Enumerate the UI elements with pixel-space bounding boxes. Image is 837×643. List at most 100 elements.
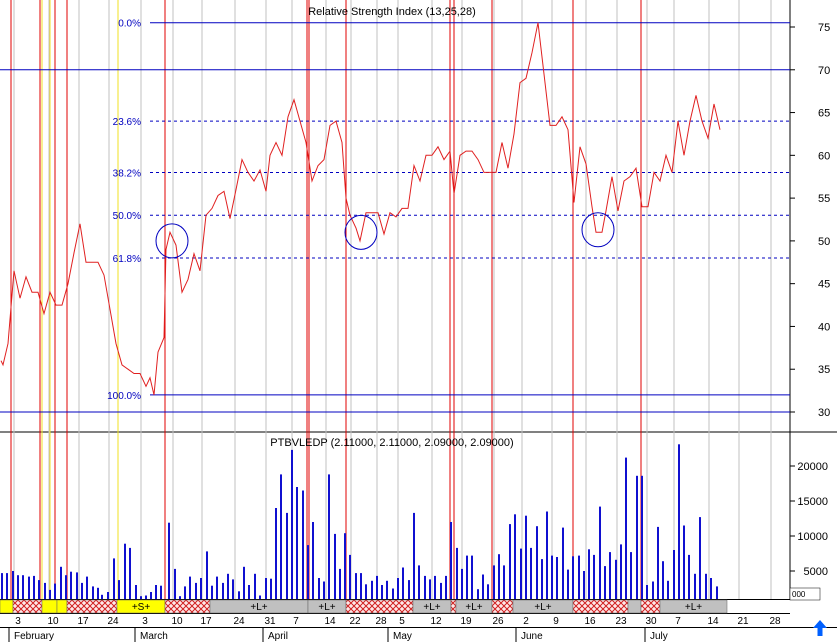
volume-bar [641, 475, 643, 599]
volume-bar [339, 568, 341, 599]
volume-bar [113, 558, 115, 599]
volume-bar [588, 549, 590, 599]
volume-bar [101, 594, 103, 599]
day-tick-label: 10 [47, 616, 59, 627]
volume-bar [445, 575, 447, 599]
day-tick-label: 12 [430, 616, 442, 627]
annotation-ellipse [155, 223, 189, 259]
volume-bar [556, 557, 558, 599]
day-tick-label: 26 [492, 616, 504, 627]
volume-bar [76, 572, 78, 599]
fib-level-label: 61.8% [113, 254, 141, 265]
fib-level-label: 23.6% [113, 117, 141, 128]
volume-bar [525, 515, 527, 599]
signal-segment [572, 599, 629, 614]
day-tick-label: 5 [399, 616, 405, 627]
volume-bar [593, 554, 595, 599]
signal-bar: +S+ +L+ +L+ +L+ +L+ +L+ +L+ [0, 599, 728, 614]
volume-bar [323, 581, 325, 599]
volume-bar [344, 533, 346, 599]
volume-bar [440, 582, 442, 599]
volume-bar [397, 578, 399, 599]
signal-segment [0, 599, 14, 614]
volume-bar [70, 571, 72, 599]
volume-bar [683, 525, 685, 599]
volume-bar [86, 576, 88, 599]
volume-bar [716, 586, 718, 599]
volume-bar [450, 522, 452, 599]
volume-bar [135, 585, 137, 599]
axis-labels: 3 10 17 24 3 10 17 24 31 7 14 22 28 5 12 19 26 2 9 16 23 30 7 1… [8, 616, 781, 642]
volume-bar [424, 575, 426, 599]
rsi-y-tick-label: 35 [818, 364, 830, 376]
day-tick-label: 3 [142, 616, 148, 627]
volume-bar [243, 566, 245, 599]
volume-bar [652, 581, 654, 599]
volume-bar [678, 444, 680, 599]
volume-bar [609, 552, 611, 599]
signal-segment-label: +L+ [534, 602, 551, 613]
volume-bar [482, 574, 484, 599]
volume-bar [487, 584, 489, 599]
volume-bar [620, 544, 622, 599]
volume-bar [694, 573, 696, 599]
volume-bar [195, 582, 197, 599]
month-label: May [393, 631, 412, 642]
volume-bar [328, 474, 330, 599]
volume-panel: 5000 10000 15000 20000 [1, 444, 828, 599]
volume-bar [392, 588, 394, 599]
volume-y-tick-label: 15000 [797, 496, 828, 508]
volume-bar [216, 576, 218, 599]
volume-bar [155, 585, 157, 599]
day-tick-label: 31 [264, 616, 276, 627]
fib-level-label: 100.0% [107, 391, 141, 402]
volume-bar [81, 582, 83, 599]
volume-bar [140, 596, 142, 599]
volume-y-tick-label: 5000 [804, 566, 828, 578]
volume-bar [402, 567, 404, 599]
volume-bar [673, 550, 675, 599]
volume-bar [520, 548, 522, 599]
volume-bar [477, 589, 479, 599]
volume-bar [6, 573, 8, 599]
signal-segment [450, 599, 457, 614]
volume-bar [92, 586, 94, 599]
day-tick-label: 2 [523, 616, 529, 627]
volume-bar [65, 575, 67, 599]
up-arrow-icon[interactable] [809, 618, 831, 638]
volume-bar [699, 517, 701, 599]
volume-bar [657, 526, 659, 599]
volume-bar [408, 580, 410, 599]
day-tick-label: 22 [349, 616, 361, 627]
rsi-title: Relative Strength Index (13,25,28) [308, 6, 476, 18]
signal-segment [345, 599, 414, 614]
day-tick-label: 10 [171, 616, 183, 627]
volume-bar [54, 583, 56, 599]
day-tick-label: 17 [200, 616, 212, 627]
rsi-line [0, 22, 721, 396]
volume-bar [551, 555, 553, 599]
right-corner-box-label: 000 [792, 590, 806, 599]
rsi-y-tick-label: 55 [818, 193, 830, 205]
rsi-y-tick-label: 75 [818, 22, 830, 34]
volume-y-tick-label: 20000 [797, 461, 828, 473]
volume-bar [360, 573, 362, 599]
volume-bar [604, 566, 606, 599]
volume-bar [168, 522, 170, 599]
volume-bar [630, 552, 632, 599]
fib-level-label: 0.0% [118, 19, 141, 30]
day-tick-label: 28 [375, 616, 387, 627]
month-label: March [140, 631, 168, 642]
grid-layer [13, 0, 772, 599]
volume-bar [118, 580, 120, 599]
month-label: February [14, 631, 54, 642]
volume-bar [302, 490, 304, 599]
volume-bar [413, 512, 415, 599]
volume-bar [254, 573, 256, 599]
signal-segment [627, 599, 642, 614]
volume-bar [567, 569, 569, 599]
fib-level-label: 50.0% [113, 211, 141, 222]
volume-bar [318, 578, 320, 599]
volume-bar [705, 573, 707, 599]
volume-bar [546, 511, 548, 599]
